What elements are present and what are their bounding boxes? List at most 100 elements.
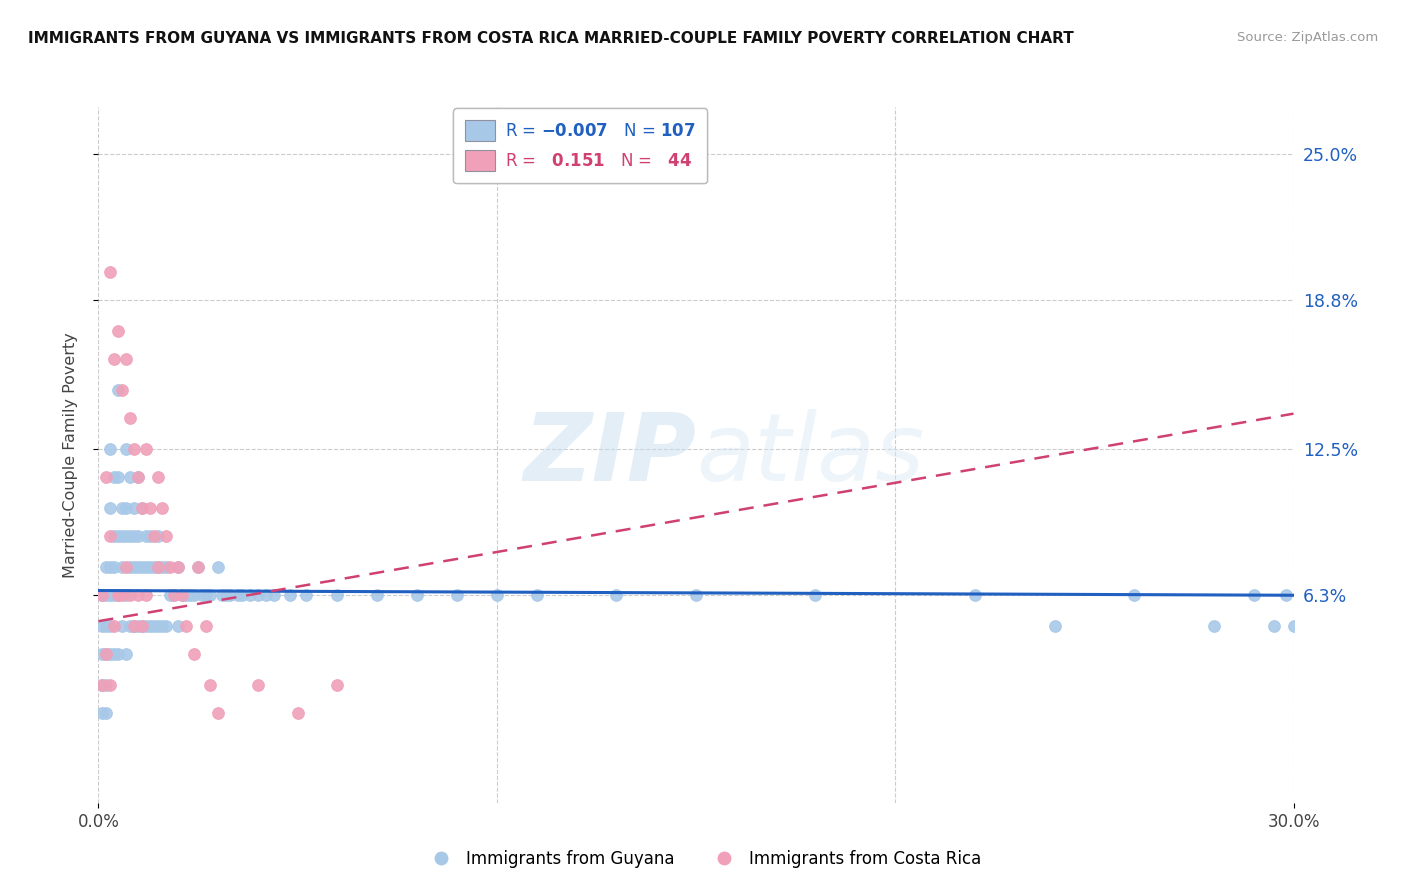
- Point: [127, 529, 149, 543]
- Point: [131, 619, 153, 633]
- Point: [120, 529, 142, 543]
- Point: [107, 588, 129, 602]
- Point: [148, 560, 170, 574]
- Point: [287, 706, 309, 721]
- Point: [91, 647, 114, 661]
- Point: [406, 588, 429, 602]
- Point: [1282, 619, 1305, 633]
- Point: [100, 588, 122, 602]
- Point: [107, 529, 129, 543]
- Point: [124, 619, 146, 633]
- Point: [148, 470, 170, 484]
- Point: [211, 588, 233, 602]
- Point: [183, 588, 205, 602]
- Point: [183, 647, 205, 661]
- Point: [246, 588, 269, 602]
- Point: [103, 529, 125, 543]
- Text: atlas: atlas: [696, 409, 924, 500]
- Point: [167, 560, 190, 574]
- Point: [100, 529, 122, 543]
- Point: [96, 588, 118, 602]
- Point: [148, 619, 170, 633]
- Point: [91, 588, 114, 602]
- Point: [107, 647, 129, 661]
- Point: [96, 706, 118, 721]
- Point: [100, 619, 122, 633]
- Point: [124, 500, 146, 515]
- Point: [120, 588, 142, 602]
- Point: [111, 588, 134, 602]
- Point: [103, 588, 125, 602]
- Point: [685, 588, 707, 602]
- Point: [100, 647, 122, 661]
- Point: [254, 588, 277, 602]
- Point: [120, 560, 142, 574]
- Point: [124, 560, 146, 574]
- Point: [219, 588, 242, 602]
- Point: [115, 442, 138, 456]
- Point: [91, 678, 114, 692]
- Text: ZIP: ZIP: [523, 409, 696, 501]
- Point: [131, 560, 153, 574]
- Point: [120, 470, 142, 484]
- Point: [127, 470, 149, 484]
- Point: [1043, 619, 1066, 633]
- Point: [174, 619, 197, 633]
- Point: [1202, 619, 1225, 633]
- Point: [605, 588, 627, 602]
- Point: [326, 678, 349, 692]
- Legend: R = $\mathbf{-0.007}$   N = $\mathbf{107}$, R =   $\mathbf{0.151}$   N =   $\mat: R = $\mathbf{-0.007}$ N = $\mathbf{107}$…: [453, 109, 707, 183]
- Point: [139, 500, 162, 515]
- Point: [167, 560, 190, 574]
- Point: [1243, 588, 1265, 602]
- Point: [120, 411, 142, 425]
- Point: [103, 352, 125, 367]
- Point: [195, 619, 218, 633]
- Point: [100, 678, 122, 692]
- Point: [96, 647, 118, 661]
- Point: [111, 529, 134, 543]
- Point: [107, 324, 129, 338]
- Point: [96, 560, 118, 574]
- Point: [96, 647, 118, 661]
- Point: [148, 560, 170, 574]
- Point: [111, 383, 134, 397]
- Point: [139, 619, 162, 633]
- Point: [172, 588, 194, 602]
- Point: [294, 588, 316, 602]
- Point: [111, 560, 134, 574]
- Point: [167, 619, 190, 633]
- Point: [115, 560, 138, 574]
- Point: [195, 588, 218, 602]
- Text: Source: ZipAtlas.com: Source: ZipAtlas.com: [1237, 31, 1378, 45]
- Point: [96, 678, 118, 692]
- Point: [135, 588, 157, 602]
- Point: [150, 619, 173, 633]
- Point: [187, 560, 209, 574]
- Y-axis label: Married-Couple Family Poverty: Married-Couple Family Poverty: [63, 332, 77, 578]
- Legend: Immigrants from Guyana, Immigrants from Costa Rica: Immigrants from Guyana, Immigrants from …: [418, 844, 988, 875]
- Point: [135, 529, 157, 543]
- Point: [226, 588, 249, 602]
- Point: [124, 442, 146, 456]
- Point: [135, 560, 157, 574]
- Point: [135, 442, 157, 456]
- Point: [127, 470, 149, 484]
- Point: [115, 588, 138, 602]
- Point: [485, 588, 508, 602]
- Point: [91, 678, 114, 692]
- Point: [179, 588, 201, 602]
- Point: [963, 588, 986, 602]
- Point: [115, 647, 138, 661]
- Point: [246, 678, 269, 692]
- Point: [446, 588, 468, 602]
- Point: [139, 529, 162, 543]
- Point: [526, 588, 548, 602]
- Point: [804, 588, 827, 602]
- Point: [127, 588, 149, 602]
- Point: [100, 500, 122, 515]
- Point: [278, 588, 301, 602]
- Point: [150, 560, 173, 574]
- Point: [143, 529, 166, 543]
- Point: [135, 619, 157, 633]
